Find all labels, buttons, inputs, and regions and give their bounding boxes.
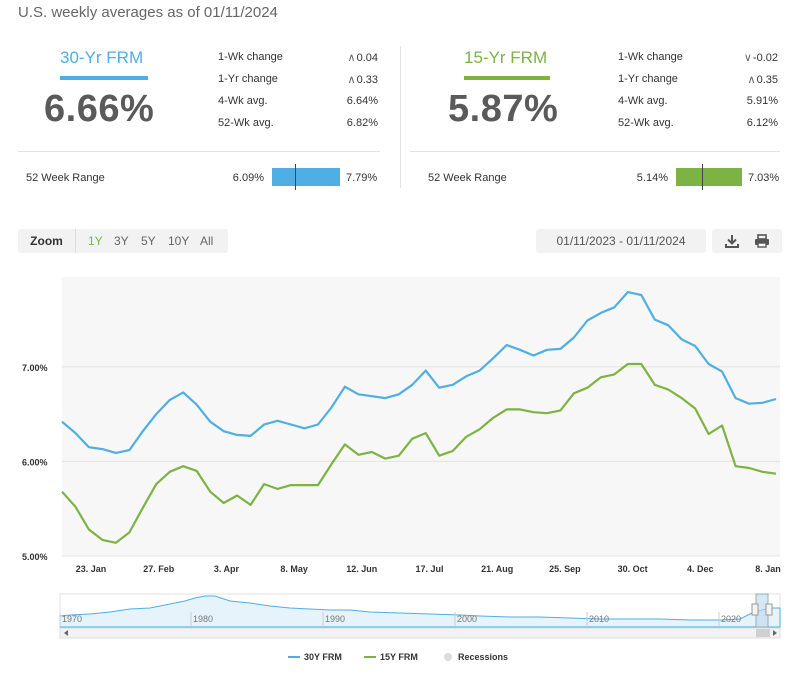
range-label-15yr: 52 Week Range xyxy=(428,172,507,184)
rate-name-30yr: 30-Yr FRM xyxy=(60,48,144,67)
x-tick-label: 8. May xyxy=(280,564,308,574)
zoom-1y-button[interactable]: 1Y xyxy=(88,234,103,248)
rate-value-30yr: 6.66% xyxy=(44,88,155,130)
navigator-tick-label: 1980 xyxy=(193,614,213,624)
navigator-tick-label: 2020 xyxy=(721,614,741,624)
navigator[interactable]: 1970 1980 1990 2000 2010 2020 xyxy=(0,592,800,642)
stat-value: 6.64% xyxy=(346,95,378,107)
panel-15yr-frm: 15-Yr FRM 5.87% 1-Wk change ∨-0.02 1-Yr … xyxy=(410,44,790,190)
range-marker-30yr xyxy=(295,164,297,190)
legend-item-15y[interactable]: 15Y FRM xyxy=(380,652,418,662)
print-icon[interactable] xyxy=(752,232,772,250)
arrow-icon: ∧ xyxy=(747,74,756,86)
rate-name-15yr: 15-Yr FRM xyxy=(464,48,548,67)
stat-value: 6.12% xyxy=(746,117,778,129)
arrow-icon: ∨ xyxy=(743,52,752,64)
range-bar-15yr xyxy=(676,164,742,190)
x-tick-label: 23. Jan xyxy=(76,564,107,574)
zoom-label: Zoom xyxy=(18,229,76,253)
panel-30yr-frm: 30-Yr FRM 6.66% 1-Wk change ∧0.04 1-Yr c… xyxy=(18,44,390,190)
range-high-15yr: 7.03% xyxy=(748,172,780,184)
stat-label: 1-Yr change xyxy=(218,73,278,85)
x-tick-label: 17. Jul xyxy=(415,564,443,574)
legend-item-30y[interactable]: 30Y FRM xyxy=(304,652,342,662)
scrollbar-track[interactable] xyxy=(59,627,781,639)
zoom-3y-button[interactable]: 3Y xyxy=(114,234,129,248)
legend-dot-recessions xyxy=(444,653,452,661)
date-range-display[interactable]: 01/11/2023 - 01/11/2024 xyxy=(536,229,706,253)
stat-value: ∨-0.02 xyxy=(743,52,778,64)
range-high-30yr: 7.79% xyxy=(346,172,378,184)
legend-item-recessions[interactable]: Recessions xyxy=(458,652,509,662)
stat-label: 52-Wk avg. xyxy=(218,117,274,129)
legend-swatch-30y xyxy=(288,656,300,658)
chart-tools xyxy=(712,229,782,253)
series-line-15y[interactable] xyxy=(61,362,777,544)
range-bar-30yr xyxy=(272,164,340,190)
x-tick-label: 8. Jan xyxy=(755,564,781,574)
navigator-tick-label: 2010 xyxy=(589,614,609,624)
scrollbar-thumb[interactable] xyxy=(756,629,770,637)
rate-value-15yr: 5.87% xyxy=(448,88,559,130)
zoom-5y-button[interactable]: 5Y xyxy=(141,234,156,248)
y-tick-label: 7.00% xyxy=(22,363,48,373)
panel-divider xyxy=(400,46,401,188)
x-tick-label: 21. Aug xyxy=(481,564,513,574)
x-tick-label: 25. Sep xyxy=(549,564,581,574)
stat-value: ∧0.04 xyxy=(347,52,378,64)
divider xyxy=(18,151,380,152)
stat-label: 1-Wk change xyxy=(218,51,283,63)
stat-label: 1-Wk change xyxy=(618,51,683,63)
x-tick-label: 4. Dec xyxy=(687,564,714,574)
range-low-15yr: 5.14% xyxy=(636,172,668,184)
series-line-30y[interactable] xyxy=(61,290,777,454)
range-marker-15yr xyxy=(701,164,703,190)
navigator-tick-label: 1990 xyxy=(325,614,345,624)
stat-value: ∧0.35 xyxy=(747,74,778,86)
rate-underline-15yr xyxy=(464,76,550,80)
divider xyxy=(410,151,780,152)
stat-value: 5.91% xyxy=(746,95,778,107)
stat-label: 4-Wk avg. xyxy=(618,95,668,107)
legend-swatch-15y xyxy=(364,656,376,658)
stat-value: 6.82% xyxy=(346,117,378,129)
stat-label: 52-Wk avg. xyxy=(618,117,674,129)
range-label-30yr: 52 Week Range xyxy=(26,172,105,184)
main-chart: 5.00% 6.00% 7.00% 23. Jan 27. Feb 3. Apr 8. M… xyxy=(22,277,781,574)
rate-underline-30yr xyxy=(60,76,148,80)
scrollbar-right-arrow[interactable] xyxy=(773,630,777,636)
stat-value: ∧0.33 xyxy=(347,74,378,86)
zoom-toolbar: Zoom 1Y 3Y 5Y 10Y All xyxy=(18,229,228,253)
navigator-area xyxy=(59,595,781,628)
navigator-handle-right[interactable] xyxy=(765,603,773,616)
scrollbar-left-arrow[interactable] xyxy=(64,630,68,636)
plot-background xyxy=(62,277,780,556)
arrow-icon: ∧ xyxy=(347,52,356,64)
zoom-10y-button[interactable]: 10Y xyxy=(168,234,190,248)
stat-label: 4-Wk avg. xyxy=(218,95,268,107)
download-icon[interactable] xyxy=(722,232,742,250)
stat-label: 1-Yr change xyxy=(618,73,678,85)
navigator-tick-label: 2000 xyxy=(457,614,477,624)
navigator-tick-label: 1970 xyxy=(62,614,82,624)
range-low-30yr: 6.09% xyxy=(232,172,264,184)
x-tick-label: 12. Jun xyxy=(346,564,377,574)
arrow-icon: ∧ xyxy=(347,74,356,86)
x-tick-label: 27. Feb xyxy=(143,564,175,574)
page-heading: U.S. weekly averages as of 01/11/2024 xyxy=(18,4,278,21)
zoom-all-button[interactable]: All xyxy=(200,234,214,248)
chart-legend: 30Y FRM 15Y FRM Recessions xyxy=(0,652,800,666)
x-tick-label: 30. Oct xyxy=(618,564,648,574)
y-tick-label: 5.00% xyxy=(22,552,48,562)
navigator-handle-left[interactable] xyxy=(751,603,759,616)
y-tick-label: 6.00% xyxy=(22,457,48,467)
x-tick-label: 3. Apr xyxy=(214,564,240,574)
